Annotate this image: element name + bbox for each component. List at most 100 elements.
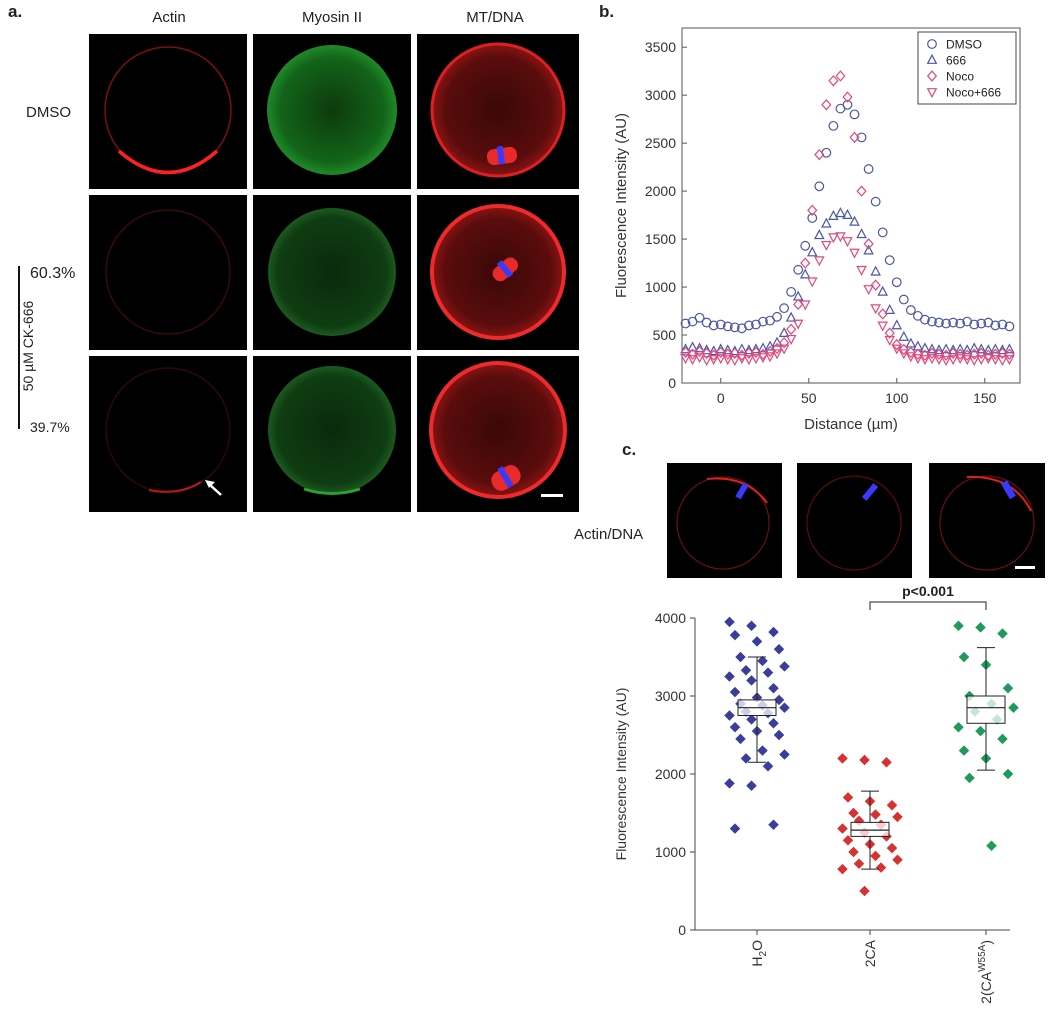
legend-marker bbox=[926, 53, 938, 64]
data-point-noco-666 bbox=[771, 349, 783, 360]
data-point-noco bbox=[771, 342, 783, 355]
data-point bbox=[773, 729, 785, 741]
data-point bbox=[762, 760, 774, 772]
data-point-dmso bbox=[990, 320, 1001, 331]
data-point bbox=[757, 745, 768, 756]
data-point-noco-666 bbox=[722, 355, 734, 366]
y-tick-label: 4000 bbox=[655, 610, 686, 626]
data-point bbox=[870, 850, 881, 862]
y-axis-label: Fluorescence Intensity (AU) bbox=[613, 688, 629, 861]
data-point-noco-666 bbox=[821, 240, 832, 251]
data-point bbox=[953, 620, 964, 632]
data-point bbox=[837, 753, 848, 764]
data-point-noco bbox=[814, 148, 825, 161]
data-point-noco bbox=[708, 349, 719, 361]
data-point bbox=[842, 792, 854, 803]
data-point-dmso bbox=[786, 286, 797, 297]
data-point-666 bbox=[764, 340, 776, 351]
data-point-noco bbox=[807, 204, 818, 216]
data-point bbox=[751, 636, 763, 647]
data-point bbox=[975, 622, 986, 633]
data-point-noco bbox=[926, 347, 938, 359]
legend-label: Noco bbox=[946, 70, 974, 84]
data-point-dmso bbox=[708, 320, 719, 331]
data-point-noco-666 bbox=[1004, 355, 1015, 366]
column-label-myosin: Myosin II bbox=[301, 9, 362, 26]
x-tick-label: H2O bbox=[749, 940, 769, 967]
image-myosin-ck666-b bbox=[253, 356, 411, 512]
data-point-noco-666 bbox=[778, 344, 790, 355]
data-point-noco-666 bbox=[983, 354, 994, 365]
data-point bbox=[768, 682, 779, 694]
data-point-666 bbox=[933, 344, 945, 355]
data-point-noco-666 bbox=[947, 355, 959, 366]
data-point-dmso bbox=[877, 227, 888, 238]
y-tick-label: 0 bbox=[668, 375, 676, 391]
data-point bbox=[746, 620, 757, 632]
data-point-dmso bbox=[729, 322, 740, 333]
data-point-dmso bbox=[800, 240, 811, 251]
data-point-dmso bbox=[905, 305, 916, 315]
data-point-dmso bbox=[927, 316, 937, 327]
data-point bbox=[746, 675, 757, 686]
data-point-noco-666 bbox=[856, 265, 867, 276]
data-point bbox=[881, 756, 892, 768]
plot-frame bbox=[681, 27, 1021, 384]
percent-top: 60.3% bbox=[30, 265, 76, 282]
data-point bbox=[886, 842, 898, 854]
image-c-2ca bbox=[797, 463, 912, 578]
data-point-666 bbox=[877, 285, 888, 296]
data-point-dmso bbox=[694, 312, 705, 323]
legend-label: 666 bbox=[946, 54, 966, 68]
data-point bbox=[729, 629, 741, 641]
data-point-noco-666 bbox=[694, 353, 705, 364]
data-point-noco bbox=[891, 338, 902, 351]
data-point bbox=[1002, 682, 1014, 694]
data-point-666 bbox=[708, 345, 719, 356]
data-point-666 bbox=[799, 268, 811, 279]
data-point-666 bbox=[884, 304, 896, 314]
data-point-noco-666 bbox=[863, 285, 874, 296]
data-point-dmso bbox=[828, 120, 839, 131]
data-point-666 bbox=[694, 342, 705, 353]
data-point-noco-666 bbox=[806, 277, 818, 288]
data-point-666 bbox=[701, 344, 712, 355]
data-point bbox=[740, 664, 752, 676]
data-point bbox=[735, 651, 746, 663]
micrograph-row-c bbox=[667, 463, 1045, 578]
data-point-dmso bbox=[976, 318, 987, 329]
data-point-noco-666 bbox=[715, 354, 727, 365]
data-point bbox=[729, 686, 741, 698]
y-tick-label: 1000 bbox=[655, 844, 686, 860]
data-point bbox=[853, 858, 865, 870]
data-point-noco bbox=[898, 343, 909, 356]
data-point-666 bbox=[849, 215, 860, 226]
data-point bbox=[746, 780, 757, 792]
data-point-noco-666 bbox=[933, 355, 945, 366]
data-point-dmso bbox=[997, 319, 1008, 330]
data-point-noco-666 bbox=[940, 356, 952, 367]
data-point-noco-666 bbox=[954, 354, 966, 365]
data-point bbox=[958, 651, 970, 663]
row-label-dmso: DMSO bbox=[26, 104, 71, 121]
data-point-noco bbox=[997, 347, 1008, 359]
data-point-666 bbox=[814, 229, 825, 240]
data-point-666 bbox=[736, 343, 748, 354]
data-point-666 bbox=[750, 343, 762, 354]
data-point-666 bbox=[757, 342, 769, 353]
data-point-noco bbox=[750, 346, 762, 358]
data-point-noco bbox=[842, 91, 853, 103]
data-point-noco-666 bbox=[919, 355, 931, 366]
data-point bbox=[779, 749, 790, 760]
data-point-noco-666 bbox=[849, 248, 860, 259]
data-point-dmso bbox=[955, 318, 966, 329]
data-point-noco bbox=[933, 348, 945, 360]
data-point bbox=[779, 702, 790, 714]
data-point bbox=[724, 710, 735, 721]
image-mtdna-ck666-b bbox=[417, 356, 579, 512]
data-point-noco bbox=[687, 348, 698, 360]
data-point-dmso bbox=[891, 277, 902, 288]
data-point bbox=[886, 799, 898, 811]
image-actin-ck666-b bbox=[89, 356, 247, 512]
y-tick-label: 2500 bbox=[645, 135, 676, 151]
